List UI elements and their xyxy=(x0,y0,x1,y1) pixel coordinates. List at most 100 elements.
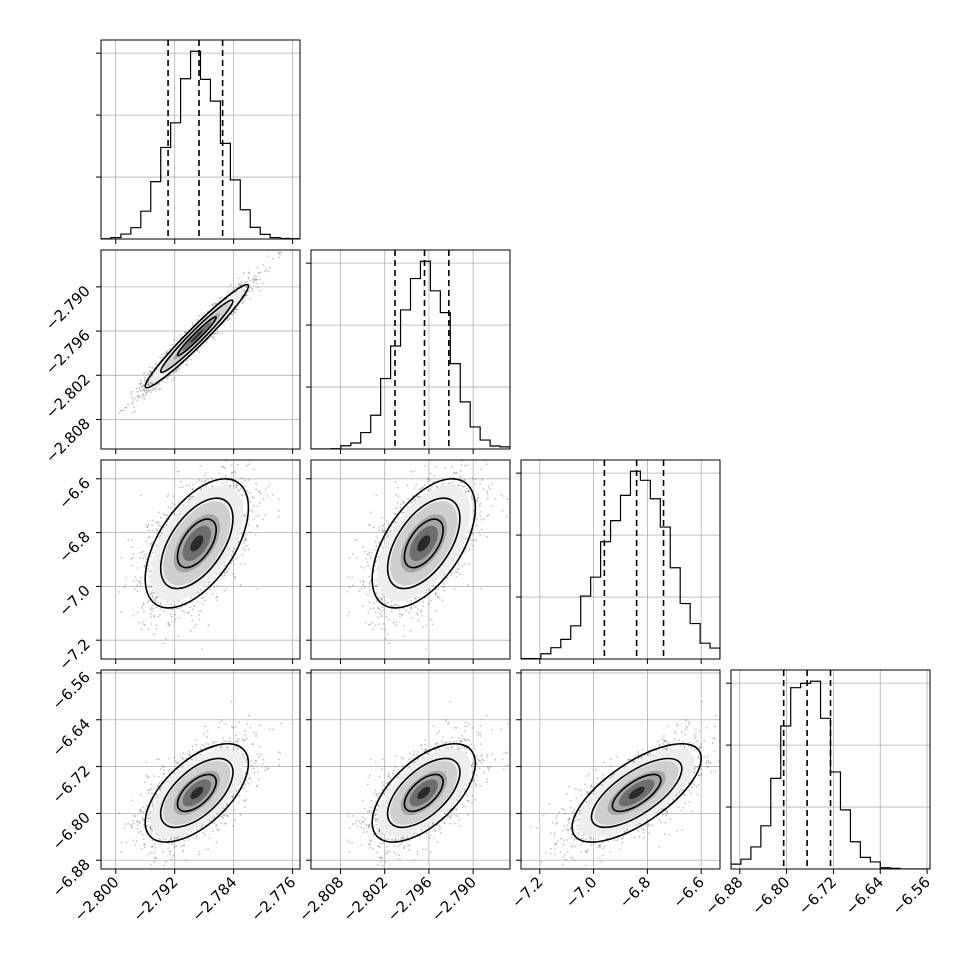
scatter-point xyxy=(258,490,261,493)
scatter-point xyxy=(118,591,121,593)
scatter-point xyxy=(203,474,206,477)
scatter-point xyxy=(215,596,218,598)
scatter-point xyxy=(231,551,234,553)
scatter-point xyxy=(235,557,237,560)
scatter-point xyxy=(151,389,154,392)
scatter-point xyxy=(359,580,362,582)
scatter-point xyxy=(186,359,188,362)
scatter-point xyxy=(164,352,166,355)
scatter-point xyxy=(177,635,180,638)
scatter-point xyxy=(252,279,255,282)
scatter-point xyxy=(200,489,203,492)
scatter-point xyxy=(136,567,139,569)
scatter-point xyxy=(147,384,150,386)
scatter-point xyxy=(158,388,160,391)
scatter-point xyxy=(150,586,153,589)
scatter-point xyxy=(233,563,236,565)
scatter-point xyxy=(240,284,242,286)
scatter-point xyxy=(252,278,254,281)
scatter-point xyxy=(235,308,238,311)
scatter-point xyxy=(131,390,134,393)
scatter-point xyxy=(142,621,145,624)
scatter-point xyxy=(149,535,151,538)
scatter-point xyxy=(160,516,162,519)
scatter-point xyxy=(171,379,174,382)
scatter-point xyxy=(147,373,150,376)
scatter-point xyxy=(157,524,160,527)
scatter-point xyxy=(258,271,260,274)
scatter-point xyxy=(237,541,240,543)
scatter-point xyxy=(201,602,204,605)
scatter-point xyxy=(167,375,170,378)
scatter-point xyxy=(145,558,148,561)
scatter-point xyxy=(267,270,270,273)
scatter-point xyxy=(234,311,236,314)
scatter-point xyxy=(256,525,259,528)
contour-2 xyxy=(176,316,217,357)
scatter-point xyxy=(476,493,479,496)
scatter-point xyxy=(234,487,237,489)
scatter-point xyxy=(170,608,173,611)
scatter-point xyxy=(377,607,380,609)
density-level-4 xyxy=(190,329,204,343)
scatter-point xyxy=(464,490,467,492)
scatter-point xyxy=(417,620,420,622)
scatter-point xyxy=(380,596,383,599)
scatter-point xyxy=(158,522,160,524)
scatter-point xyxy=(190,596,193,599)
scatter-point xyxy=(159,535,162,537)
scatter-point xyxy=(198,609,201,612)
scatter-point xyxy=(256,524,258,527)
scatter-point xyxy=(191,620,194,622)
scatter-point xyxy=(186,612,189,615)
scatter-point xyxy=(140,576,142,579)
scatter-point xyxy=(233,311,235,313)
scatter-point xyxy=(145,540,148,543)
scatter-point xyxy=(164,514,167,516)
scatter-point xyxy=(472,544,474,547)
scatter-point xyxy=(143,611,145,613)
scatter-point xyxy=(169,603,172,606)
scatter-point xyxy=(213,336,215,339)
scatter-point xyxy=(467,490,470,493)
scatter-point xyxy=(249,286,252,289)
scatter-point xyxy=(195,623,198,626)
scatter-point xyxy=(154,389,157,391)
scatter-point xyxy=(433,474,435,477)
scatter-point xyxy=(252,511,254,513)
scatter-point xyxy=(138,395,140,398)
scatter-point xyxy=(162,642,165,644)
scatter-point xyxy=(147,628,150,631)
scatter-point xyxy=(132,580,135,582)
scatter-point xyxy=(399,506,402,509)
scatter-point xyxy=(221,482,224,485)
scatter-point xyxy=(185,484,188,487)
scatter-point xyxy=(151,604,154,606)
scatter-point xyxy=(142,557,145,560)
scatter-point xyxy=(420,609,423,612)
scatter-point xyxy=(186,364,189,366)
scatter-point xyxy=(189,606,191,609)
scatter-point xyxy=(251,287,254,290)
scatter-point xyxy=(482,488,485,491)
scatter-point xyxy=(220,466,223,468)
scatter-point xyxy=(203,312,206,314)
scatter-point xyxy=(255,278,257,281)
scatter-point xyxy=(255,275,258,278)
scatter-point xyxy=(403,624,405,627)
scatter-point xyxy=(142,384,145,387)
scatter-point xyxy=(139,382,142,385)
scatter-point xyxy=(136,396,139,398)
scatter-point xyxy=(267,485,270,488)
scatter-point xyxy=(211,477,214,480)
scatter-point xyxy=(242,301,245,304)
scatter-point xyxy=(139,585,142,587)
scatter-point xyxy=(235,308,237,311)
histogram-1 xyxy=(311,260,510,449)
scatter-point xyxy=(124,406,127,409)
scatter-point xyxy=(478,531,481,534)
scatter-point xyxy=(230,562,233,565)
scatter-point xyxy=(244,295,247,297)
scatter-point xyxy=(231,289,234,292)
scatter-point xyxy=(132,411,135,414)
